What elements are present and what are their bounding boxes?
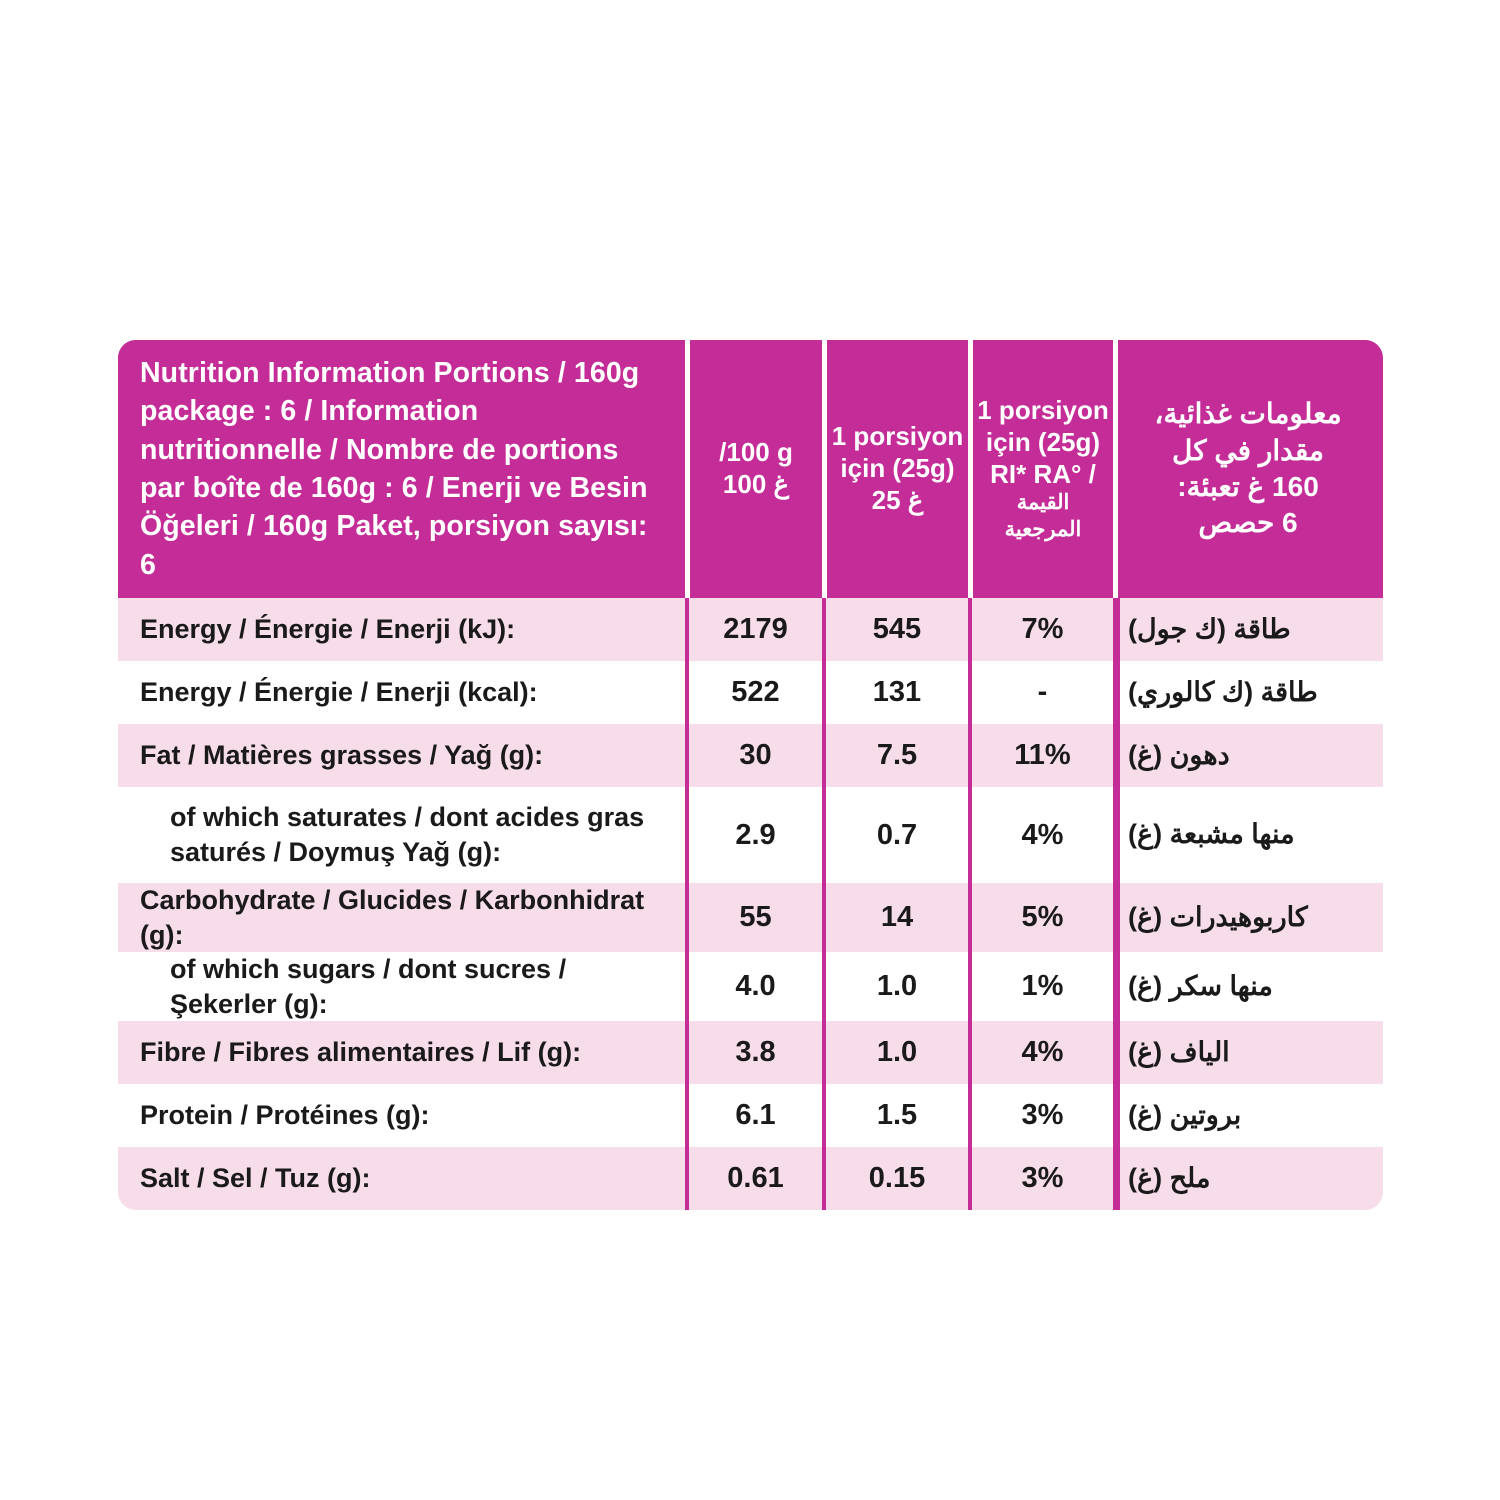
table-row: Protein / Protéines (g): 6.1 1.5 3% بروتين (… (118, 1084, 1383, 1148)
table-row: Fat / Matières grasses / Yağ (g): 30 7.5 11… (118, 724, 1383, 787)
cell-reference-intake: 11% (968, 724, 1113, 787)
table-row: of which sugars / dont sucres / Şekerler… (118, 952, 1383, 1022)
cell-per-100g: 3.8 (685, 1021, 822, 1085)
cell-arabic-name: بروتين (غ) (1113, 1084, 1378, 1148)
cell-reference-intake: 3% (968, 1084, 1113, 1148)
cell-arabic-name: طاقة (ك جول) (1113, 598, 1378, 661)
header-cell-reference-intake: 1 porsiyon için (25g) RI* RA° / القيمة ا… (968, 340, 1113, 598)
cell-arabic-name: دهون (غ) (1113, 724, 1378, 787)
cell-arabic-name: طاقة (ك كالوري) (1113, 661, 1378, 724)
cell-per-100g: 30 (685, 724, 822, 787)
cell-nutrient-name: Carbohydrate / Glucides / Karbonhidrat (… (140, 885, 645, 950)
cell-nutrient-name: of which saturates / dont acides gras sa… (170, 802, 645, 867)
cell-per-portion: 1.5 (822, 1084, 968, 1148)
header-ri-line3: RI* RA° / (990, 458, 1096, 489)
cell-reference-intake: 7% (968, 598, 1113, 661)
cell-per-100g: 4.0 (685, 952, 822, 1022)
cell-per-portion: 1.0 (822, 952, 968, 1022)
cell-reference-intake: 4% (968, 1021, 1113, 1085)
cell-arabic-name: الياف (غ) (1113, 1021, 1378, 1085)
cell-nutrient-name: Protein / Protéines (g): (140, 1100, 430, 1131)
header-arabic-line4: 6 حصص (1198, 507, 1298, 539)
table-header-row: Nutrition Information Portions / 160g pa… (118, 340, 1383, 598)
cell-per-100g: 2.9 (685, 787, 822, 883)
header-ri-line2: için (25g) (985, 426, 1101, 457)
cell-per-portion: 1.0 (822, 1021, 968, 1085)
cell-per-portion: 545 (822, 598, 968, 661)
header-ri-line1: 1 porsiyon (977, 395, 1109, 426)
header-cell-arabic: معلومات غذائية، مقدار في كل 160 غ تعبئة:… (1113, 340, 1378, 598)
cell-reference-intake: 3% (968, 1147, 1113, 1211)
cell-arabic-name: منها سكر (غ) (1113, 952, 1378, 1022)
cell-per-portion: 14 (822, 883, 968, 953)
table-row: Energy / Énergie / Enerji (kcal): 522 131-… (118, 661, 1383, 724)
cell-arabic-name: ملح (غ) (1113, 1147, 1378, 1211)
cell-per-portion: 131 (822, 661, 968, 724)
table-row: of which saturates / dont acides gras sa… (118, 787, 1383, 883)
header-per-100g-line1: /100 g (719, 437, 793, 468)
cell-per-portion: 7.5 (822, 724, 968, 787)
cell-reference-intake: 5% (968, 883, 1113, 953)
table-row: Energy / Énergie / Enerji (kJ): 2179 545 7%… (118, 598, 1383, 661)
cell-nutrient-name: Energy / Énergie / Enerji (kJ): (140, 614, 516, 645)
cell-per-100g: 0.61 (685, 1147, 822, 1211)
header-arabic-line1: معلومات غذائية، (1154, 398, 1342, 430)
header-cell-per-100g: /100 g غ 100 (685, 340, 822, 598)
header-portion-line2: için (25g) (840, 453, 955, 484)
cell-per-portion: 0.7 (822, 787, 968, 883)
header-per-100g-line2: غ 100 (722, 469, 790, 499)
header-arabic-line3: 160 غ تعبئة: (1177, 471, 1319, 502)
cell-per-100g: 2179 (685, 598, 822, 661)
cell-nutrient-name: Fibre / Fibres alimentaires / Lif (g): (140, 1037, 582, 1068)
table-row: Salt / Sel / Tuz (g): 0.61 0.15 3% ملح (غ) (118, 1147, 1383, 1211)
header-cell-per-portion: 1 porsiyon için (25g) غ 25 (822, 340, 968, 598)
cell-nutrient-name: Salt / Sel / Tuz (g): (140, 1163, 371, 1194)
cell-nutrient-name: Fat / Matières grasses / Yağ (g): (140, 740, 544, 771)
header-ri-line4-arabic: القيمة المرجعية (1004, 491, 1082, 541)
cell-reference-intake: 1% (968, 952, 1113, 1022)
table-row: Fibre / Fibres alimentaires / Lif (g): 3.… (118, 1021, 1383, 1085)
cell-nutrient-name: of which sugars / dont sucres / Şekerler… (170, 954, 567, 1019)
header-cell-nutrient: Nutrition Information Portions / 160g pa… (118, 340, 685, 598)
cell-per-100g: 6.1 (685, 1084, 822, 1148)
cell-arabic-name: منها مشبعة (غ) (1113, 787, 1378, 883)
header-portion-line1: 1 porsiyon (831, 421, 964, 452)
header-nutrient-label: Nutrition Information Portions / 160g pa… (140, 357, 648, 581)
header-portion-line3: غ 25 (871, 484, 924, 515)
nutrition-information-table: Nutrition Information Portions / 160g pa… (118, 340, 1383, 1211)
header-arabic-line2: مقدار في كل (1172, 434, 1324, 466)
table-row: Carbohydrate / Glucides / Karbonhidrat (… (118, 883, 1383, 953)
cell-per-100g: 522 (685, 661, 822, 724)
cell-per-portion: 0.15 (822, 1147, 968, 1211)
cell-reference-intake: - (968, 661, 1113, 724)
cell-per-100g: 55 (685, 883, 822, 953)
cell-reference-intake: 4% (968, 787, 1113, 883)
cell-arabic-name: كاربوهيدرات (غ) (1113, 883, 1378, 953)
cell-nutrient-name: Energy / Énergie / Enerji (kcal): (140, 677, 538, 708)
table-body: Energy / Énergie / Enerji (kJ): 2179 545 7%… (118, 598, 1383, 1211)
